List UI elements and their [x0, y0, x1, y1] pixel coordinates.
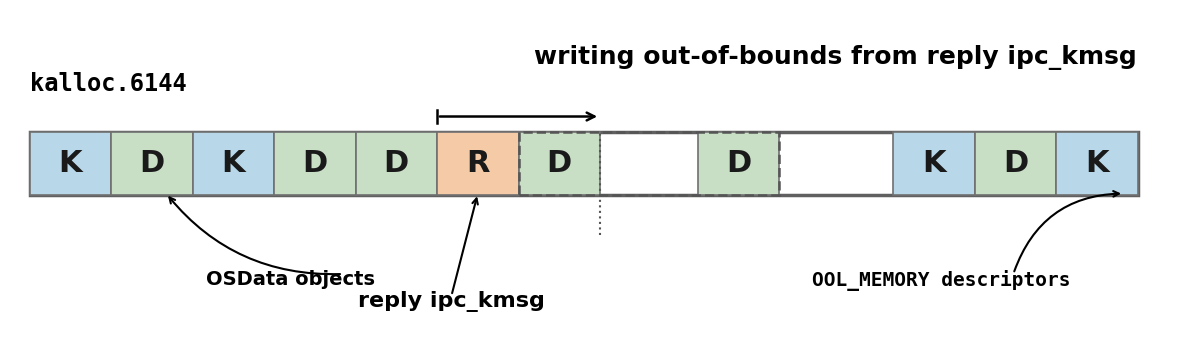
Text: OOL_MEMORY descriptors: OOL_MEMORY descriptors — [812, 270, 1070, 291]
Text: kalloc.6144: kalloc.6144 — [30, 72, 186, 96]
Text: D: D — [547, 149, 572, 178]
Text: reply ipc_kmsg: reply ipc_kmsg — [358, 291, 545, 312]
Bar — [1056, 132, 1138, 195]
Bar — [518, 132, 600, 195]
Text: K: K — [59, 149, 82, 178]
Bar — [974, 132, 1056, 195]
Bar — [192, 132, 274, 195]
Text: D: D — [302, 149, 328, 178]
Text: D: D — [1003, 149, 1028, 178]
Bar — [274, 132, 355, 195]
Text: K: K — [1085, 149, 1109, 178]
Bar — [30, 132, 112, 195]
Text: writing out-of-bounds from reply ipc_kmsg: writing out-of-bounds from reply ipc_kms… — [534, 45, 1136, 70]
Text: D: D — [384, 149, 409, 178]
Text: R: R — [466, 149, 490, 178]
Bar — [112, 132, 192, 195]
Bar — [355, 132, 437, 195]
Text: K: K — [923, 149, 946, 178]
Bar — [518, 132, 779, 195]
Bar — [893, 132, 974, 195]
Bar — [30, 132, 1138, 195]
Bar — [437, 132, 518, 195]
Text: K: K — [222, 149, 245, 178]
Bar — [698, 132, 779, 195]
Text: OSData objects: OSData objects — [205, 270, 374, 289]
Text: D: D — [139, 149, 164, 178]
Text: D: D — [726, 149, 751, 178]
